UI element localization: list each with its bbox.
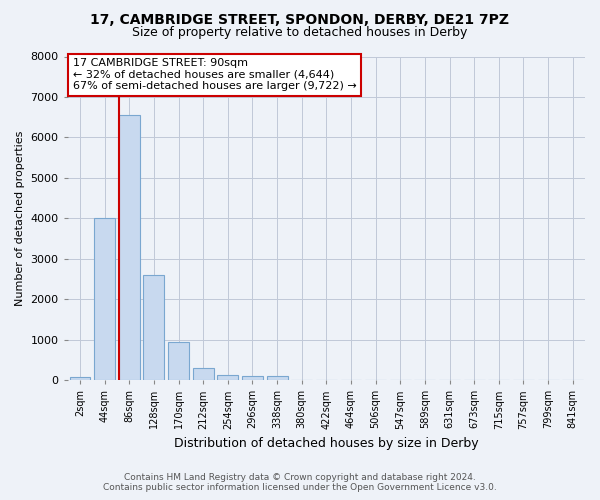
Bar <box>143 275 164 380</box>
Bar <box>70 377 91 380</box>
Y-axis label: Number of detached properties: Number of detached properties <box>15 130 25 306</box>
Bar <box>94 218 115 380</box>
Text: 17, CAMBRIDGE STREET, SPONDON, DERBY, DE21 7PZ: 17, CAMBRIDGE STREET, SPONDON, DERBY, DE… <box>91 12 509 26</box>
Bar <box>193 368 214 380</box>
Text: 17 CAMBRIDGE STREET: 90sqm
← 32% of detached houses are smaller (4,644)
67% of s: 17 CAMBRIDGE STREET: 90sqm ← 32% of deta… <box>73 58 356 92</box>
Bar <box>168 342 189 380</box>
Bar <box>242 376 263 380</box>
Bar <box>217 374 238 380</box>
Bar <box>119 115 140 380</box>
Text: Size of property relative to detached houses in Derby: Size of property relative to detached ho… <box>133 26 467 39</box>
Text: Contains HM Land Registry data © Crown copyright and database right 2024.
Contai: Contains HM Land Registry data © Crown c… <box>103 473 497 492</box>
X-axis label: Distribution of detached houses by size in Derby: Distribution of detached houses by size … <box>174 437 479 450</box>
Bar <box>266 376 287 380</box>
